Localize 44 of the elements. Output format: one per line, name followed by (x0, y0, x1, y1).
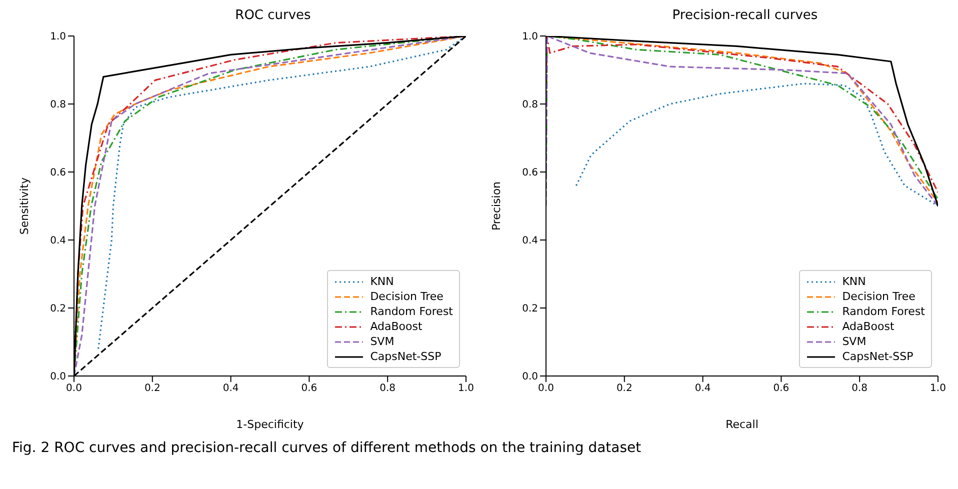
x-axis-title: 1-Specificity (236, 418, 304, 431)
chart-title: ROC curves (234, 8, 312, 25)
legend-label: AdaBoost (370, 319, 422, 334)
x-tick-label: 0.4 (694, 383, 711, 394)
y-tick-label: 1.0 (522, 32, 538, 43)
x-tick-label: 0.8 (852, 383, 868, 394)
x-tick-label: 0.8 (380, 383, 396, 394)
y-tick-label: 0.2 (522, 304, 538, 315)
y-tick-label: 0.2 (50, 304, 66, 315)
legend-label: CapsNet-SSP (842, 349, 914, 364)
y-tick-label: 0.6 (50, 168, 66, 179)
legend-label: SVM (370, 334, 394, 349)
legend-label: Decision Tree (370, 289, 444, 304)
legend-label: CapsNet-SSP (370, 349, 442, 364)
legend-label: Random Forest (370, 304, 453, 319)
y-tick-label: 0.0 (522, 372, 538, 383)
y-tick-label: 0.0 (50, 372, 66, 383)
x-axis-title: Recall (726, 418, 758, 431)
y-axis-title: Sensitivity (18, 176, 31, 235)
x-tick-label: 1.0 (930, 383, 946, 394)
y-tick-label: 1.0 (50, 32, 66, 43)
y-tick-label: 0.6 (522, 168, 538, 179)
line-series (575, 82, 938, 207)
y-axis-title: Precision (490, 181, 503, 231)
x-tick-label: 0.0 (538, 383, 554, 394)
x-tick-label: 0.2 (144, 383, 160, 394)
x-tick-label: 0.6 (301, 383, 318, 394)
legend-label: Decision Tree (842, 289, 916, 304)
legend-label: KNN (370, 274, 394, 289)
legend-label: Random Forest (842, 304, 925, 319)
x-tick-label: 0.6 (773, 383, 790, 394)
legend-label: SVM (842, 334, 866, 349)
chart-title: Precision-recall curves (671, 8, 819, 25)
legend-label: KNN (842, 274, 866, 289)
x-tick-label: 0.4 (222, 383, 239, 394)
x-tick-label: 0.2 (616, 383, 632, 394)
y-tick-label: 0.8 (522, 100, 538, 111)
caption: Fig. 2 ROC curves and precision-recall curves of different methods on the training dataset (11, 440, 642, 456)
x-tick-label: 0.0 (66, 383, 82, 394)
y-tick-label: 0.8 (50, 100, 66, 111)
y-tick-label: 0.4 (522, 236, 538, 247)
x-tick-label: 1.0 (458, 383, 474, 394)
y-tick-label: 0.4 (50, 236, 66, 247)
legend-label: AdaBoost (842, 319, 894, 334)
